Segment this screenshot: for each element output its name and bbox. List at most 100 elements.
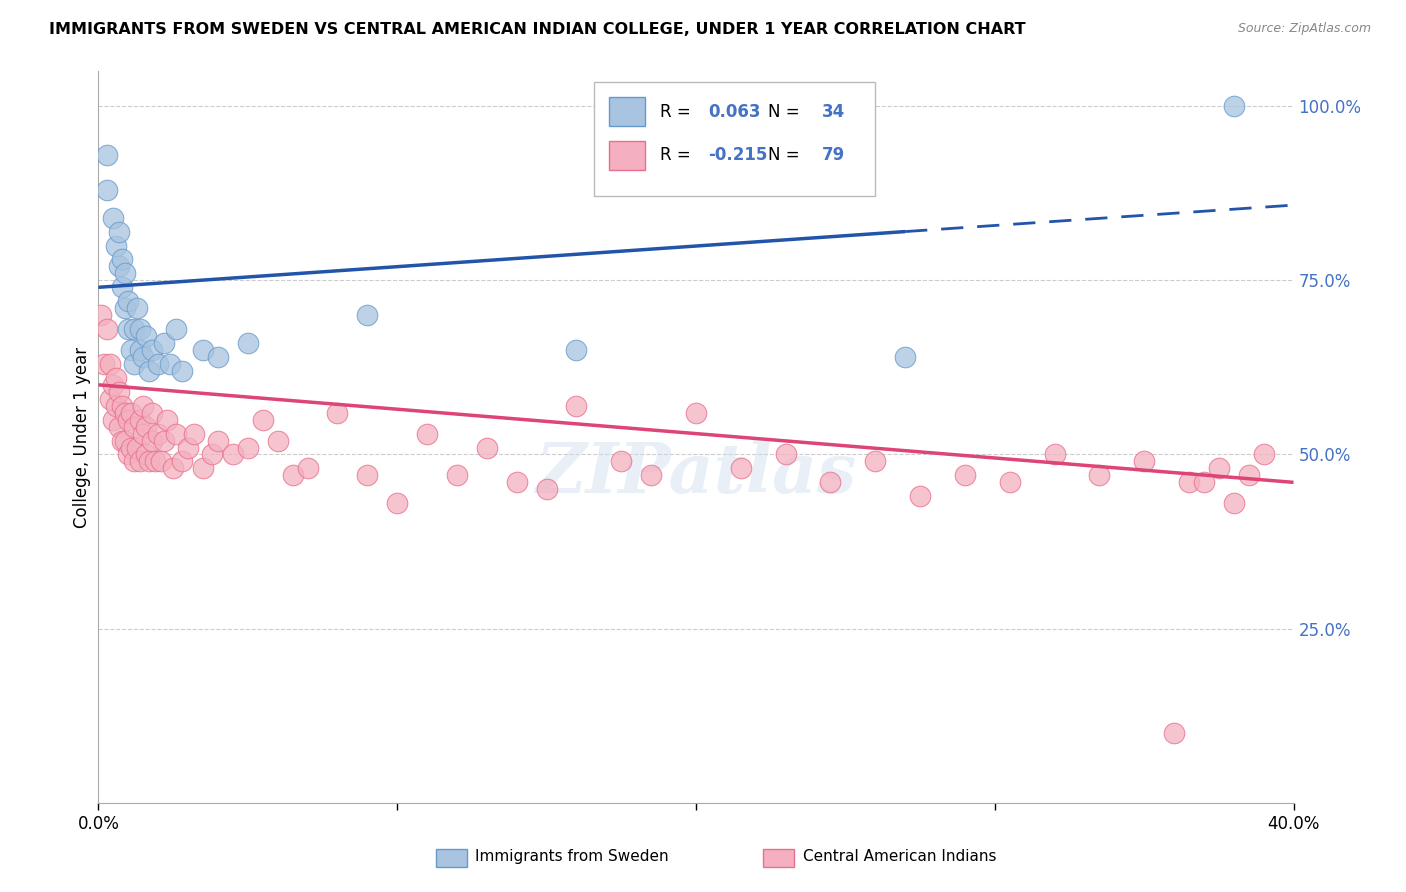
Point <box>156 412 179 426</box>
Point <box>356 308 378 322</box>
Point <box>1192 475 1215 490</box>
Point <box>132 399 155 413</box>
Point <box>114 301 136 316</box>
Point <box>117 322 139 336</box>
Point <box>1223 496 1246 510</box>
Point <box>207 350 229 364</box>
Text: Central American Indians: Central American Indians <box>803 849 997 863</box>
Point <box>120 406 142 420</box>
Text: Immigrants from Sweden: Immigrants from Sweden <box>475 849 669 863</box>
Point <box>117 448 139 462</box>
Point <box>998 475 1021 490</box>
Point <box>108 225 131 239</box>
Point <box>132 350 155 364</box>
Point <box>1253 448 1275 462</box>
FancyBboxPatch shape <box>595 82 875 195</box>
Point <box>129 454 152 468</box>
Point <box>222 448 245 462</box>
Point <box>124 454 146 468</box>
Text: Source: ZipAtlas.com: Source: ZipAtlas.com <box>1237 22 1371 36</box>
Point <box>416 426 439 441</box>
Point <box>105 238 128 252</box>
Point <box>148 357 170 371</box>
Point <box>207 434 229 448</box>
Point <box>124 357 146 371</box>
Point <box>1237 468 1260 483</box>
Point <box>267 434 290 448</box>
Point <box>98 392 122 406</box>
Point <box>730 461 752 475</box>
Point <box>129 412 152 426</box>
Point <box>1223 99 1246 113</box>
Point <box>124 322 146 336</box>
Text: 0.063: 0.063 <box>709 103 761 120</box>
Point <box>385 496 409 510</box>
Point <box>111 399 134 413</box>
Point <box>820 475 842 490</box>
Point <box>114 266 136 280</box>
Point <box>141 406 163 420</box>
Point <box>565 399 588 413</box>
FancyBboxPatch shape <box>609 141 644 170</box>
Point <box>153 434 176 448</box>
Point <box>326 406 349 420</box>
Point <box>111 252 134 267</box>
Point <box>153 336 176 351</box>
Point <box>132 426 155 441</box>
Point <box>506 475 529 490</box>
Point <box>141 343 163 357</box>
Point <box>129 343 152 357</box>
Point <box>953 468 976 483</box>
Point <box>114 434 136 448</box>
Point <box>103 211 125 225</box>
Point <box>117 294 139 309</box>
FancyBboxPatch shape <box>609 97 644 127</box>
Point <box>1208 461 1230 475</box>
Point <box>135 419 157 434</box>
Point <box>191 461 214 475</box>
Point <box>103 412 125 426</box>
Point <box>201 448 224 462</box>
Point <box>610 454 633 468</box>
Point <box>252 412 274 426</box>
Point <box>114 406 136 420</box>
Text: IMMIGRANTS FROM SWEDEN VS CENTRAL AMERICAN INDIAN COLLEGE, UNDER 1 YEAR CORRELAT: IMMIGRANTS FROM SWEDEN VS CENTRAL AMERIC… <box>49 22 1026 37</box>
Text: N =: N = <box>768 103 804 120</box>
Point <box>120 343 142 357</box>
Point <box>356 468 378 483</box>
Point <box>640 468 662 483</box>
Text: 79: 79 <box>821 146 845 164</box>
Point <box>111 280 134 294</box>
Point <box>236 441 259 455</box>
Point <box>159 357 181 371</box>
Point <box>172 454 194 468</box>
Text: -0.215: -0.215 <box>709 146 768 164</box>
Point <box>281 468 304 483</box>
Point <box>172 364 194 378</box>
Point <box>135 448 157 462</box>
Point <box>536 483 558 497</box>
Point <box>96 148 118 162</box>
Point <box>475 441 498 455</box>
Point <box>108 384 131 399</box>
Text: R =: R = <box>661 103 696 120</box>
Point <box>105 399 128 413</box>
Point <box>93 357 115 371</box>
Point <box>177 441 200 455</box>
Point <box>90 308 112 322</box>
Point <box>98 357 122 371</box>
Point <box>135 329 157 343</box>
Point <box>108 260 131 274</box>
Point <box>446 468 468 483</box>
Point <box>127 441 149 455</box>
Point <box>165 426 187 441</box>
Point <box>1163 726 1185 740</box>
Text: N =: N = <box>768 146 804 164</box>
Point <box>124 419 146 434</box>
Point <box>150 454 173 468</box>
Point <box>1133 454 1156 468</box>
Point <box>165 322 187 336</box>
Point <box>148 426 170 441</box>
Point <box>894 350 917 364</box>
Point <box>120 441 142 455</box>
